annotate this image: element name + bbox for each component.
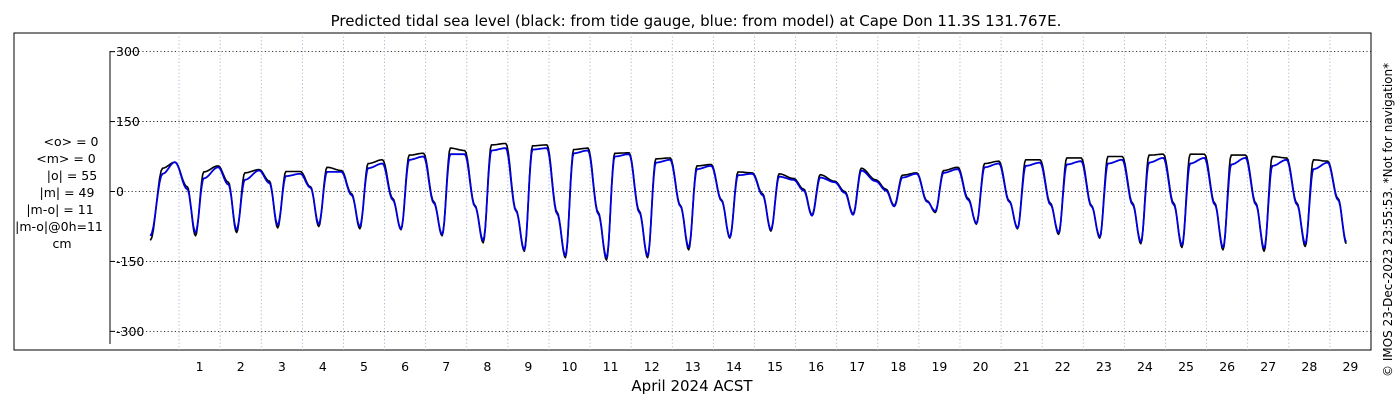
stat-abs-diff-0h: |m-o|@0h=11	[15, 219, 103, 234]
copyright-notice: © IMOS 23-Dec-2023 23:55:53. *Not for na…	[1381, 63, 1395, 377]
x-tick-label: 7	[442, 359, 450, 374]
x-tick-label: 4	[319, 359, 327, 374]
stat-abs-diff: |m-o| = 11	[26, 202, 93, 217]
stats-panel: <o> = 0 <m> = 0 |o| = 55 |m| = 49 |m-o| …	[15, 134, 103, 251]
x-tick-label: 12	[644, 359, 660, 374]
y-tick-label: -150	[116, 254, 144, 269]
x-axis-label: April 2024 ACST	[631, 377, 753, 395]
plot-frame	[13, 32, 1372, 351]
x-tick-label: 29	[1342, 359, 1358, 374]
stat-abs-model: |m| = 49	[40, 185, 95, 200]
x-tick-label: 6	[401, 359, 409, 374]
stat-mean-observed: <o> = 0	[44, 134, 99, 149]
chart-title: Predicted tidal sea level (black: from t…	[331, 12, 1062, 30]
y-axis: 300 150 0 -150 -300	[109, 44, 144, 344]
x-tick-label: 16	[808, 359, 824, 374]
x-tick-label: 3	[278, 359, 286, 374]
x-tick-label: 20	[973, 359, 989, 374]
x-tick-label: 13	[685, 359, 701, 374]
x-tick-label: 21	[1014, 359, 1030, 374]
x-tick-label: 5	[360, 359, 368, 374]
x-tick-label: 11	[603, 359, 619, 374]
x-tick-label: 27	[1260, 359, 1276, 374]
stat-mean-model: <m> = 0	[36, 151, 96, 166]
series-layer	[149, 142, 1348, 261]
x-tick-label: 22	[1055, 359, 1071, 374]
x-tick-label: 9	[524, 359, 532, 374]
x-tick-label: 26	[1219, 359, 1235, 374]
x-tick-label: 2	[237, 359, 245, 374]
x-axis: 1 2 3 4 5 6 7 8 9 10 11 12 13 14 15 16 17 18 19 20 21 22 23 24 2…	[196, 359, 1359, 374]
x-tick-label: 18	[890, 359, 906, 374]
y-tick-label: -300	[116, 324, 144, 339]
x-tick-label: 10	[562, 359, 578, 374]
stat-unit: cm	[52, 236, 71, 251]
x-tick-label: 24	[1137, 359, 1153, 374]
x-tick-label: 17	[849, 359, 865, 374]
x-tick-label: 23	[1096, 359, 1112, 374]
x-tick-label: 8	[483, 359, 491, 374]
x-tick-label: 15	[767, 359, 783, 374]
x-tick-label: 1	[196, 359, 204, 374]
x-tick-label: 19	[931, 359, 947, 374]
stat-abs-observed: |o| = 55	[47, 168, 97, 183]
x-tick-label: 28	[1301, 359, 1317, 374]
series-black-line	[149, 142, 1347, 261]
y-gridlines	[110, 51, 1371, 332]
series-blue-line	[149, 147, 1348, 259]
x-tick-label: 25	[1178, 359, 1194, 374]
x-tick-label: 14	[726, 359, 742, 374]
y-tick-label: 150	[116, 114, 140, 129]
y-tick-label: 0	[116, 184, 124, 199]
x-gridlines	[178, 33, 1331, 350]
y-tick-label: 300	[116, 44, 140, 59]
